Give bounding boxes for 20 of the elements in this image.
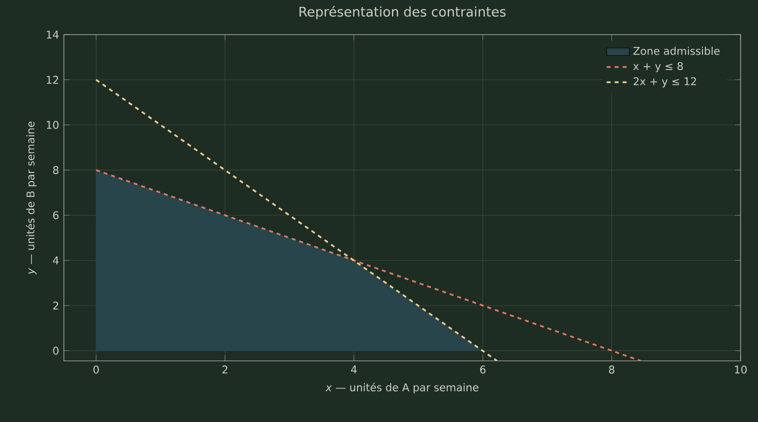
legend-label: 2x + y ≤ 12 bbox=[634, 77, 696, 88]
y-tick-label: 14 bbox=[46, 30, 59, 38]
y-tick-label: 10 bbox=[46, 120, 58, 129]
y-tick-label: 0 bbox=[53, 346, 58, 355]
x-axis-title: x — unités de A par semaine bbox=[325, 382, 478, 394]
y-tick-label: 12 bbox=[46, 76, 58, 84]
x-tick-label: 6 bbox=[480, 365, 486, 374]
x-tick-label: 4 bbox=[351, 365, 357, 374]
legend-label: Zone admissible bbox=[633, 46, 720, 55]
chart-title: Représentation des contraintes bbox=[300, 6, 506, 20]
y-tick-label: 8 bbox=[53, 166, 58, 174]
y-tick-label: 2 bbox=[53, 302, 58, 310]
x-tick-label: 8 bbox=[609, 365, 614, 374]
x-tick-label: 0 bbox=[93, 365, 99, 374]
legend-label: x + y ≤ 8 bbox=[633, 62, 683, 72]
y-tick-label: 4 bbox=[52, 256, 59, 264]
y-axis-title: y — unités de B par semaine bbox=[26, 122, 37, 275]
x-tick-label: 2 bbox=[222, 365, 228, 374]
y-tick-label: 6 bbox=[53, 211, 59, 220]
x-tick-label: 10 bbox=[735, 365, 747, 374]
